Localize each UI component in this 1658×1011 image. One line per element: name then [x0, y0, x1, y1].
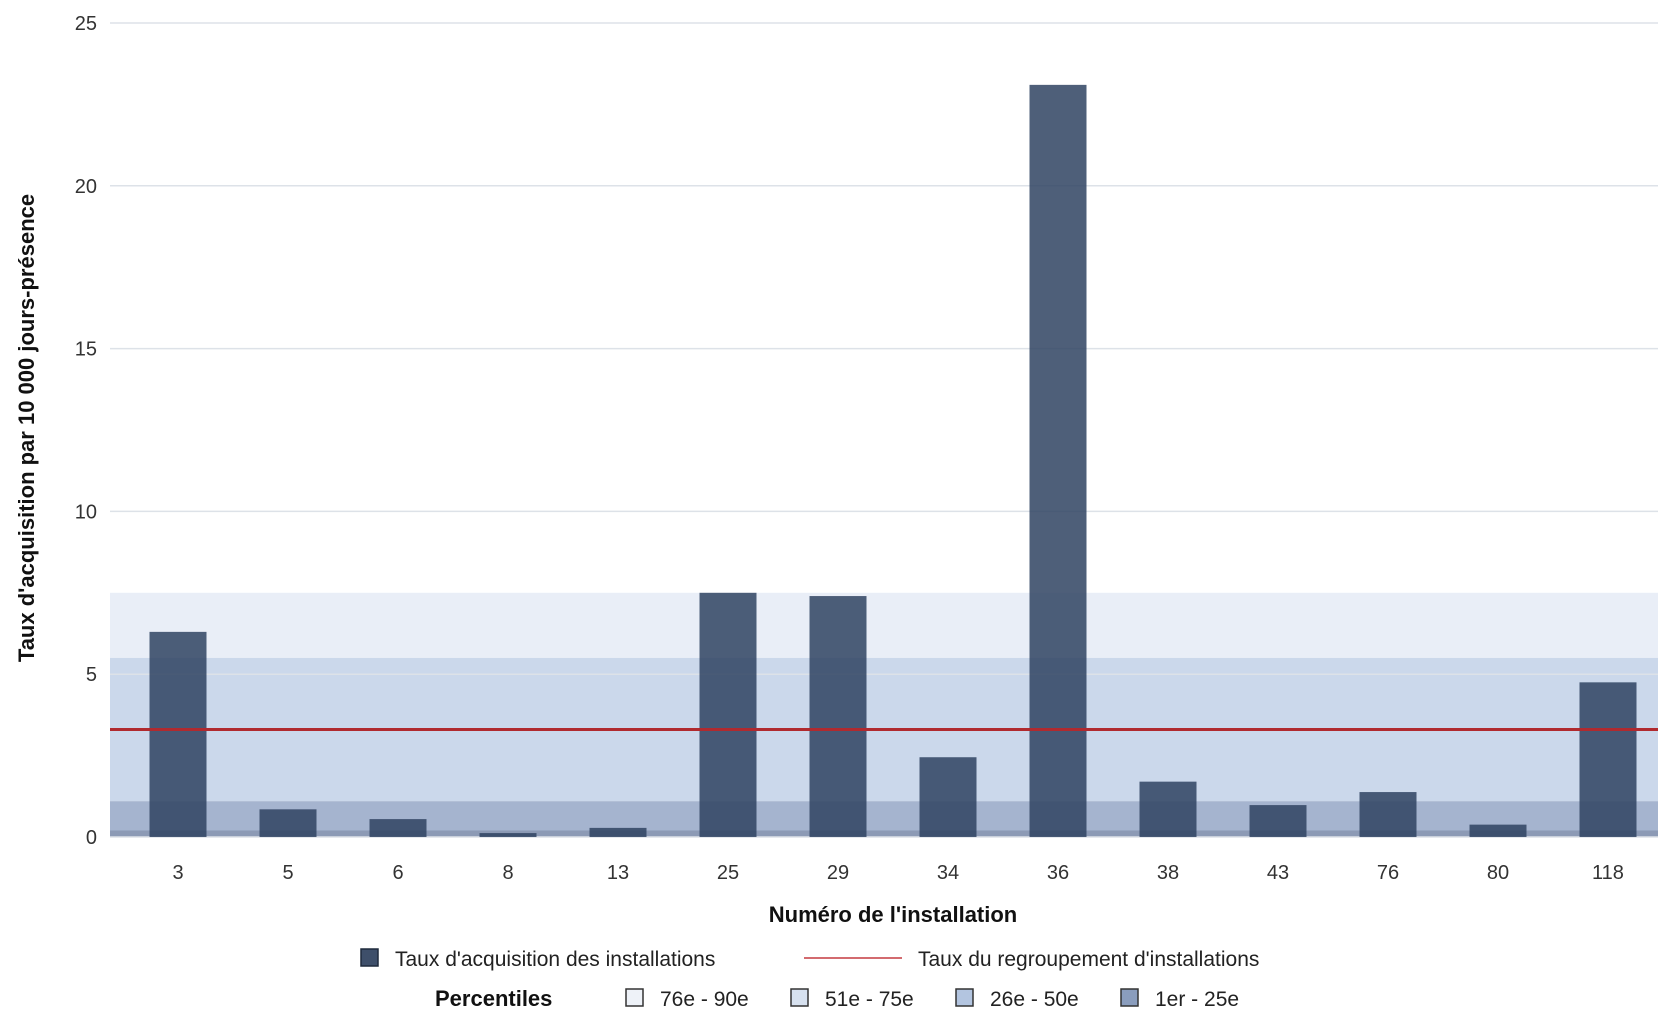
legend-item-band-76-90[interactable]: 76e - 90e [625, 988, 749, 1011]
legend-item-band-51-75[interactable]: 51e - 75e [790, 988, 914, 1011]
gridlines [110, 22, 1658, 838]
legend-label-band-51-75: 51e - 75e [825, 988, 914, 1011]
bar-5[interactable] [259, 809, 317, 837]
legend-item-reference-line[interactable]: Taux du regroupement d'installations [804, 948, 1259, 971]
x-tick-label: 25 [717, 862, 739, 884]
legend-swatch-band-51-75 [790, 988, 809, 1007]
y-tick-label: 20 [75, 176, 97, 198]
x-tick-label: 5 [282, 862, 293, 884]
percentile-band-1-25 [110, 801, 1658, 831]
x-axis-title: Numéro de l'installation [769, 902, 1018, 927]
legend-item-band-1-25[interactable]: 1er - 25e [1120, 988, 1239, 1011]
x-tick-labels: 3 5 6 8 13 25 29 34 36 38 43 76 80 118 [172, 862, 1624, 884]
legend: Taux d'acquisition des installations Tau… [360, 948, 1259, 1011]
legend-label-band-1-25: 1er - 25e [1155, 988, 1239, 1011]
legend-swatch-bars [360, 948, 379, 967]
x-tick-label: 3 [172, 862, 183, 884]
percentile-band-min [110, 830, 1658, 837]
x-tick-label: 6 [392, 862, 403, 884]
legend-swatch-band-76-90 [625, 988, 644, 1007]
y-tick-label: 25 [75, 13, 97, 35]
bar-13[interactable] [589, 827, 647, 837]
x-tick-label: 8 [502, 862, 513, 884]
bar-38[interactable] [1139, 781, 1197, 837]
x-tick-label: 76 [1377, 862, 1399, 884]
bar-29[interactable] [809, 596, 867, 837]
x-tick-label: 118 [1592, 862, 1624, 884]
percentile-bands [110, 592, 1658, 837]
bar-118[interactable] [1579, 682, 1637, 837]
legend-item-bars[interactable]: Taux d'acquisition des installations [360, 948, 715, 971]
x-tick-label: 34 [937, 862, 959, 884]
x-tick-label: 29 [827, 862, 849, 884]
legend-label-band-26-50: 26e - 50e [990, 988, 1079, 1011]
bar-25[interactable] [699, 592, 757, 837]
bar-76[interactable] [1359, 792, 1417, 837]
y-tick-label: 10 [75, 501, 97, 523]
x-tick-label: 36 [1047, 862, 1069, 884]
x-tick-label: 80 [1487, 862, 1509, 884]
bar-80[interactable] [1469, 824, 1527, 837]
bars [149, 84, 1637, 837]
y-tick-labels: 0 5 10 15 20 25 [75, 13, 97, 849]
bar-34[interactable] [919, 757, 977, 837]
x-tick-label: 13 [607, 862, 629, 884]
legend-label-bars: Taux d'acquisition des installations [395, 948, 715, 971]
legend-label-reference-line: Taux du regroupement d'installations [918, 948, 1259, 971]
legend-swatch-band-1-25 [1120, 988, 1139, 1007]
percentile-band-51-75 [110, 592, 1658, 658]
legend-label-band-76-90: 76e - 90e [660, 988, 749, 1011]
bar-8[interactable] [479, 833, 537, 837]
y-axis-title: Taux d'acquisition par 10 000 jours-prés… [14, 194, 39, 662]
x-tick-label: 43 [1267, 862, 1289, 884]
bar-43[interactable] [1249, 805, 1307, 837]
bar-6[interactable] [369, 819, 427, 837]
y-tick-label: 0 [86, 827, 97, 849]
x-tick-label: 38 [1157, 862, 1179, 884]
legend-percentiles-title: Percentiles [435, 986, 552, 1011]
y-tick-label: 5 [86, 664, 97, 686]
legend-item-band-26-50[interactable]: 26e - 50e [955, 988, 1079, 1011]
y-tick-label: 15 [75, 339, 97, 361]
bar-3[interactable] [149, 631, 207, 837]
legend-swatch-band-26-50 [955, 988, 974, 1007]
bar-36[interactable] [1029, 84, 1087, 837]
